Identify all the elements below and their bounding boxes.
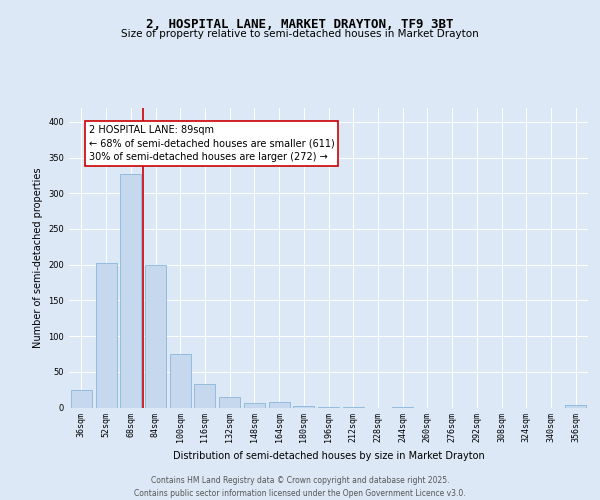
Text: 2, HOSPITAL LANE, MARKET DRAYTON, TF9 3BT: 2, HOSPITAL LANE, MARKET DRAYTON, TF9 3B… <box>146 18 454 30</box>
Bar <box>293 406 314 407</box>
Y-axis label: Number of semi-detached properties: Number of semi-detached properties <box>33 167 43 348</box>
Bar <box>565 406 586 407</box>
Text: Size of property relative to semi-detached houses in Market Drayton: Size of property relative to semi-detach… <box>121 29 479 39</box>
Bar <box>170 354 191 408</box>
Bar <box>343 407 364 408</box>
Text: Contains HM Land Registry data © Crown copyright and database right 2025.
Contai: Contains HM Land Registry data © Crown c… <box>134 476 466 498</box>
Bar <box>145 264 166 408</box>
Bar <box>194 384 215 407</box>
Text: 2 HOSPITAL LANE: 89sqm
← 68% of semi-detached houses are smaller (611)
30% of se: 2 HOSPITAL LANE: 89sqm ← 68% of semi-det… <box>89 126 335 162</box>
Bar <box>219 397 240 407</box>
Bar <box>120 174 141 408</box>
Bar <box>392 407 413 408</box>
Bar <box>71 390 92 407</box>
Bar <box>269 402 290 407</box>
Bar <box>318 407 339 408</box>
Bar <box>95 262 116 408</box>
Bar <box>244 402 265 407</box>
X-axis label: Distribution of semi-detached houses by size in Market Drayton: Distribution of semi-detached houses by … <box>173 450 484 460</box>
